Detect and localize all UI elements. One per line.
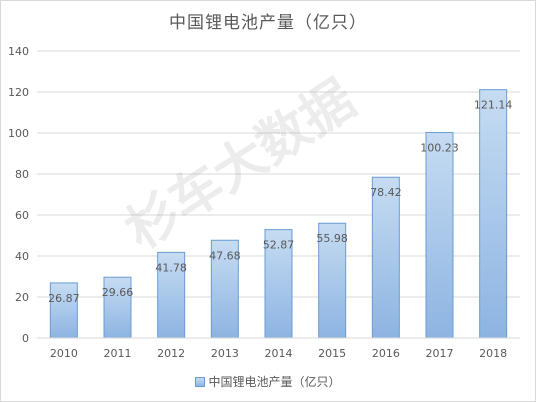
y-tick-label: 20 xyxy=(15,291,29,304)
data-label: 29.66 xyxy=(102,286,134,299)
bar xyxy=(371,176,400,339)
legend-label: 中国锂电池产量（亿只） xyxy=(208,375,341,389)
x-tick-label: 2016 xyxy=(372,347,400,360)
data-label: 121.14 xyxy=(474,99,513,112)
chart-title: 中国锂电池产量（亿只） xyxy=(169,13,367,33)
x-tick-label: 2010 xyxy=(50,347,78,360)
bar xyxy=(157,251,186,339)
data-label: 26.87 xyxy=(48,292,80,305)
data-label: 100.23 xyxy=(420,142,459,155)
x-tick-label: 2018 xyxy=(479,347,507,360)
x-tick-label: 2015 xyxy=(318,347,346,360)
y-tick-label: 0 xyxy=(22,332,29,345)
y-tick-label: 100 xyxy=(8,127,29,140)
data-label: 78.42 xyxy=(370,186,402,199)
bar xyxy=(103,276,132,339)
legend: 中国锂电池产量（亿只） xyxy=(0,373,536,390)
y-tick-label: 80 xyxy=(15,168,29,181)
x-tick-label: 2012 xyxy=(157,347,185,360)
x-tick-label: 2017 xyxy=(426,347,454,360)
y-tick-label: 140 xyxy=(8,45,29,58)
data-label: 41.78 xyxy=(155,261,187,274)
data-label: 55.98 xyxy=(316,232,348,245)
y-tick-label: 60 xyxy=(15,209,29,222)
data-label: 52.87 xyxy=(263,239,295,252)
bar xyxy=(264,229,293,339)
x-tick-label: 2011 xyxy=(104,347,132,360)
data-label: 47.68 xyxy=(209,249,241,262)
y-tick-label: 120 xyxy=(8,86,29,99)
bar xyxy=(210,239,239,339)
bar xyxy=(479,89,508,339)
x-tick-label: 2014 xyxy=(265,347,293,360)
x-tick-label: 2013 xyxy=(211,347,239,360)
bar xyxy=(425,132,454,339)
legend-swatch xyxy=(195,377,206,387)
bar xyxy=(318,222,347,339)
y-tick-label: 40 xyxy=(15,250,29,263)
